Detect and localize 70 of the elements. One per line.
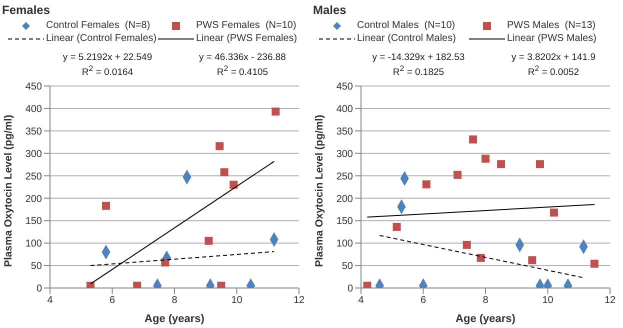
x-tick-label: 6 <box>109 295 116 306</box>
y-tick-label: 100 <box>336 238 354 250</box>
x-tick-label: 12 <box>604 295 616 306</box>
x-tick-label: 4 <box>47 295 54 306</box>
point <box>482 154 490 163</box>
legend-label: PWS Females (N=10) <box>196 20 296 31</box>
point <box>102 202 110 210</box>
y-tick-label: 250 <box>25 171 42 182</box>
legend-label: Linear (PWS Males) <box>507 33 596 44</box>
y-tick-label: 50 <box>30 261 42 272</box>
x-axis-title: Age (years) <box>456 313 516 325</box>
point <box>392 222 401 231</box>
text: y = -14.329x + 182.53 R$^{2}$ = 0.1825 <box>372 52 465 78</box>
point <box>220 168 228 176</box>
y-axis-title: Plasma Oxytocin Level (pg/ml) <box>2 114 15 267</box>
legend-label: PWS Males (N=13) <box>507 20 596 31</box>
point <box>462 240 471 249</box>
point <box>453 170 462 179</box>
y-tick-label: 0 <box>347 284 354 295</box>
point <box>133 282 142 288</box>
point <box>590 260 598 268</box>
point <box>230 180 238 189</box>
point <box>469 135 478 144</box>
text: y = 3.8202x + 141.9 R$^{2}$ = 0.0052 <box>512 52 596 78</box>
x-tick-label: 4 <box>358 295 364 306</box>
y-tick-label: 200 <box>336 194 354 205</box>
legend-label: Control Females (N=8) <box>46 20 150 31</box>
y-tick-label: 450 <box>336 82 354 93</box>
point <box>528 256 536 264</box>
chart-title: Females <box>2 3 50 17</box>
legend-label: Linear (Control Males) <box>357 33 456 44</box>
y-tick-label: 450 <box>25 82 42 93</box>
x-tick-label: 10 <box>542 295 554 306</box>
x-tick-label: 6 <box>420 295 426 306</box>
y-tick-label: 400 <box>25 104 42 115</box>
x-axis-title: Age (years) <box>144 313 205 325</box>
x-tick-label: 8 <box>172 295 178 306</box>
x-tick-label: 8 <box>482 295 489 306</box>
x-tick-label: 10 <box>231 295 243 306</box>
point <box>422 180 430 188</box>
legend-label: Linear (Control Females) <box>46 33 157 44</box>
x-tick-label: 12 <box>293 295 305 306</box>
point <box>536 160 544 168</box>
chart-title: Males <box>313 3 346 17</box>
point <box>161 258 170 266</box>
y-tick-label: 50 <box>342 261 354 272</box>
point <box>363 282 372 288</box>
text: y = 5.2192x + 22.549 R$^{2}$ = 0.0164 <box>62 52 152 78</box>
y-tick-label: 250 <box>336 171 354 182</box>
y-tick-label: 150 <box>336 216 354 228</box>
point <box>272 108 280 116</box>
point <box>216 142 224 150</box>
y-tick-label: 350 <box>25 126 42 138</box>
legend-label: Linear (PWS Females) <box>196 33 298 44</box>
text: y = 46.336x - 236.88 R$^{2}$ = 0.4105 <box>199 52 286 78</box>
y-tick-label: 350 <box>336 126 354 138</box>
legend-label: Control Males (N=10) <box>357 20 456 31</box>
y-axis-title: Plasma Oxytocin Level (pg/ml) <box>314 114 326 267</box>
point <box>204 236 213 245</box>
point <box>497 160 506 168</box>
y-tick-label: 100 <box>25 238 42 250</box>
y-tick-label: 150 <box>25 216 42 228</box>
point <box>550 208 558 217</box>
point <box>476 254 485 262</box>
y-tick-label: 200 <box>25 194 42 205</box>
y-tick-label: 300 <box>25 148 42 160</box>
y-tick-label: 400 <box>336 104 354 115</box>
y-tick-label: 300 <box>336 148 354 160</box>
y-tick-label: 0 <box>36 284 42 295</box>
point <box>217 282 226 288</box>
